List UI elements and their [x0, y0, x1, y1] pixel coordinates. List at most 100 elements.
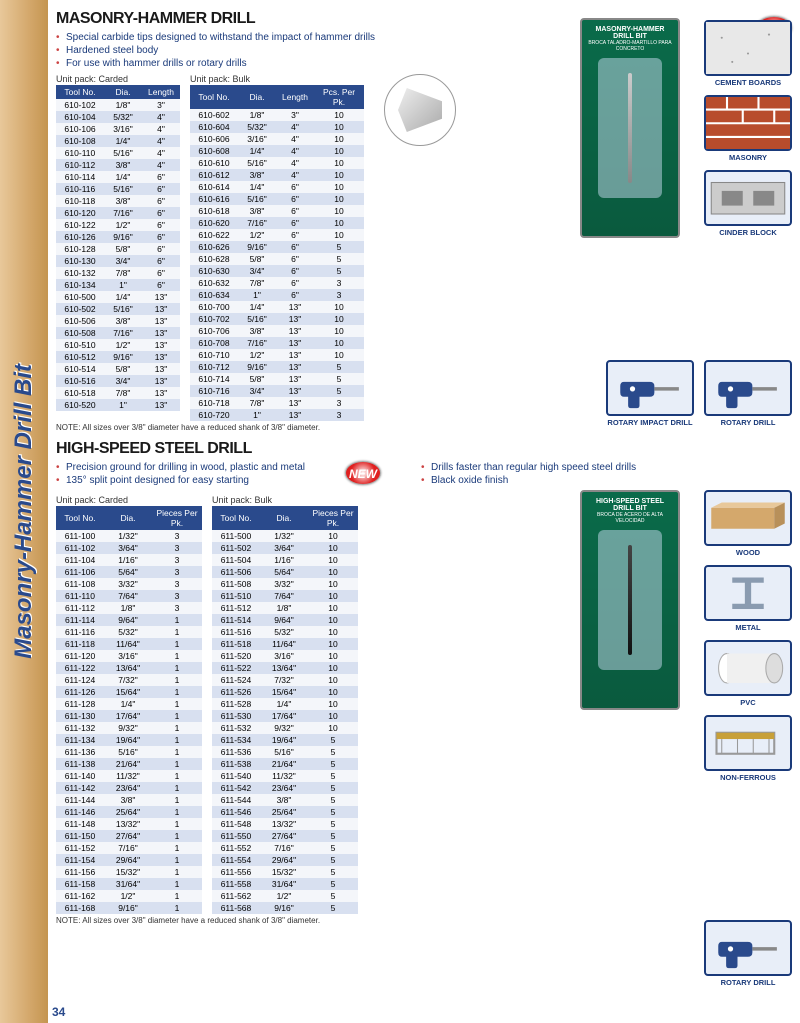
masonry-title: MASONRY-HAMMER DRILL — [56, 10, 800, 28]
material-icon — [704, 490, 792, 546]
table-row: 610-6045/32"4"10 — [190, 121, 364, 133]
table-row: 611-55615/32"5 — [212, 866, 358, 878]
table-row: 611-1041/16"3 — [56, 554, 202, 566]
table-row: 611-1065/64"3 — [56, 566, 202, 578]
table-row: 611-15429/64"1 — [56, 854, 202, 866]
table-row: 610-6165/16"6"10 — [190, 193, 364, 205]
table-row: 611-15615/32"1 — [56, 866, 202, 878]
table-row: 610-1123/8"4" — [56, 159, 180, 171]
bullet: Black oxide finish — [421, 474, 636, 487]
bullet: Drills faster than regular high speed st… — [421, 461, 636, 474]
hss-note: NOTE: All sizes over 3/8" diameter have … — [56, 916, 792, 925]
table-row: 610-5163/4"13" — [56, 375, 180, 387]
table-row: 610-1021/8"3" — [56, 99, 180, 111]
table-row: 610-7025/16"13"10 — [190, 313, 364, 325]
table-row: 611-54813/32"5 — [212, 818, 358, 830]
table-row: 610-6183/8"6"10 — [190, 205, 364, 217]
drill-caption: ROTARY IMPACT DRILL — [606, 418, 694, 427]
table-row: 610-7087/16"13"10 — [190, 337, 364, 349]
table-row: 611-1121/8"3 — [56, 602, 202, 614]
table-row: 610-1285/8"6" — [56, 243, 180, 255]
table-row: 610-6123/8"4"10 — [190, 169, 364, 181]
col-header: Tool No. — [56, 506, 104, 530]
table-row: 610-7001/4"13"10 — [190, 301, 364, 313]
material-caption: WOOD — [704, 548, 792, 557]
pack-bulk-label: Unit pack: Bulk — [190, 74, 364, 84]
table-row: 611-5083/32"10 — [212, 578, 358, 590]
drill-bit-diagram — [384, 74, 456, 146]
table-row: 611-5689/16"5 — [212, 902, 358, 914]
hss-title: HIGH-SPEED STEEL DRILL — [56, 440, 792, 458]
table-row: 611-54223/64"5 — [212, 782, 358, 794]
table-row: 611-1203/16"1 — [56, 650, 202, 662]
table-row: 611-5001/32"10 — [212, 530, 358, 542]
table-row: 610-1327/8"6" — [56, 267, 180, 279]
table-row: 610-5025/16"13" — [56, 303, 180, 315]
table-row: 610-6327/8"6"3 — [190, 277, 364, 289]
table-row: 611-5023/64"10 — [212, 542, 358, 554]
table-row: 611-1083/32"3 — [56, 578, 202, 590]
masonry-carded-table: Tool No.Dia.Length610-1021/8"3"610-1045/… — [56, 85, 180, 411]
table-row: 611-1527/16"1 — [56, 842, 202, 854]
table-row: 611-5121/8"10 — [212, 602, 358, 614]
table-row: 611-1621/2"1 — [56, 890, 202, 902]
table-row: 611-14223/64"1 — [56, 782, 202, 794]
col-header: Dia. — [260, 506, 308, 530]
hss-bullets-left: Precision ground for drilling in wood, p… — [56, 461, 305, 487]
col-header: Tool No. — [56, 85, 104, 99]
table-row: 610-5063/8"13" — [56, 315, 180, 327]
table-row: 611-13017/64"1 — [56, 710, 202, 722]
table-row: 611-14011/32"1 — [56, 770, 202, 782]
table-row: 611-15027/64"1 — [56, 830, 202, 842]
table-row: 610-1105/16"4" — [56, 147, 180, 159]
table-row: 610-1183/8"6" — [56, 195, 180, 207]
drill-icon — [704, 920, 792, 976]
table-row: 610-5187/8"13" — [56, 387, 180, 399]
col-header: Pieces Per Pk. — [308, 506, 358, 530]
bullet: Special carbide tips designed to withsta… — [56, 31, 800, 44]
table-row: 610-5145/8"13" — [56, 363, 180, 375]
hss-drills: ROTARY DRILL — [704, 920, 792, 995]
masonry-drills: ROTARY IMPACT DRILLROTARY DRILL — [606, 360, 792, 435]
table-row: 611-53419/64"5 — [212, 734, 358, 746]
drill-icon — [704, 360, 792, 416]
table-row: 610-5201"13" — [56, 399, 180, 411]
table-row: 611-13419/64"1 — [56, 734, 202, 746]
table-row: 610-7187/8"13"3 — [190, 397, 364, 409]
table-row: 611-5065/64"10 — [212, 566, 358, 578]
table-row: 611-54625/64"5 — [212, 806, 358, 818]
table-row: 611-1281/4"1 — [56, 698, 202, 710]
table-row: 610-6105/16"4"10 — [190, 157, 364, 169]
table-row: 610-1341"6" — [56, 279, 180, 291]
table-row: 610-1165/16"6" — [56, 183, 180, 195]
table-row: 611-11811/64"1 — [56, 638, 202, 650]
material-icon — [704, 95, 792, 151]
masonry-bullets: Special carbide tips designed to withsta… — [56, 31, 800, 70]
table-row: 611-1149/64"1 — [56, 614, 202, 626]
table-row: 610-7063/8"13"10 — [190, 325, 364, 337]
table-row: 611-52213/64"10 — [212, 662, 358, 674]
table-row: 610-6303/4"6"5 — [190, 265, 364, 277]
table-row: 611-5247/32"10 — [212, 674, 358, 686]
table-row: 611-5041/16"10 — [212, 554, 358, 566]
material-caption: CEMENT BOARDS — [704, 78, 792, 87]
main-content: MASONRY-HAMMER DRILL Special carbide tip… — [48, 0, 800, 1023]
pack-bulk-label-2: Unit pack: Bulk — [212, 495, 358, 505]
table-row: 611-5443/8"5 — [212, 794, 358, 806]
table-row: 611-1329/32"1 — [56, 722, 202, 734]
table-row: 611-1247/32"1 — [56, 674, 202, 686]
pack-carded-label-2: Unit pack: Carded — [56, 495, 202, 505]
table-row: 611-52615/64"10 — [212, 686, 358, 698]
table-row: 611-12615/64"1 — [56, 686, 202, 698]
bullet: For use with hammer drills or rotary dri… — [56, 57, 800, 70]
table-row: 610-6021/8"3"10 — [190, 109, 364, 121]
pack-carded-label: Unit pack: Carded — [56, 74, 180, 84]
table-row: 611-5621/2"5 — [212, 890, 358, 902]
col-header: Pcs. Per Pk. — [314, 85, 364, 109]
table-row: 610-1081/4"4" — [56, 135, 180, 147]
col-header: Tool No. — [212, 506, 260, 530]
table-row: 611-1689/16"1 — [56, 902, 202, 914]
hss-bulk-table: Tool No.Dia.Pieces Per Pk.611-5001/32"10… — [212, 506, 358, 914]
table-row: 610-7101/2"13"10 — [190, 349, 364, 361]
col-header: Tool No. — [190, 85, 238, 109]
